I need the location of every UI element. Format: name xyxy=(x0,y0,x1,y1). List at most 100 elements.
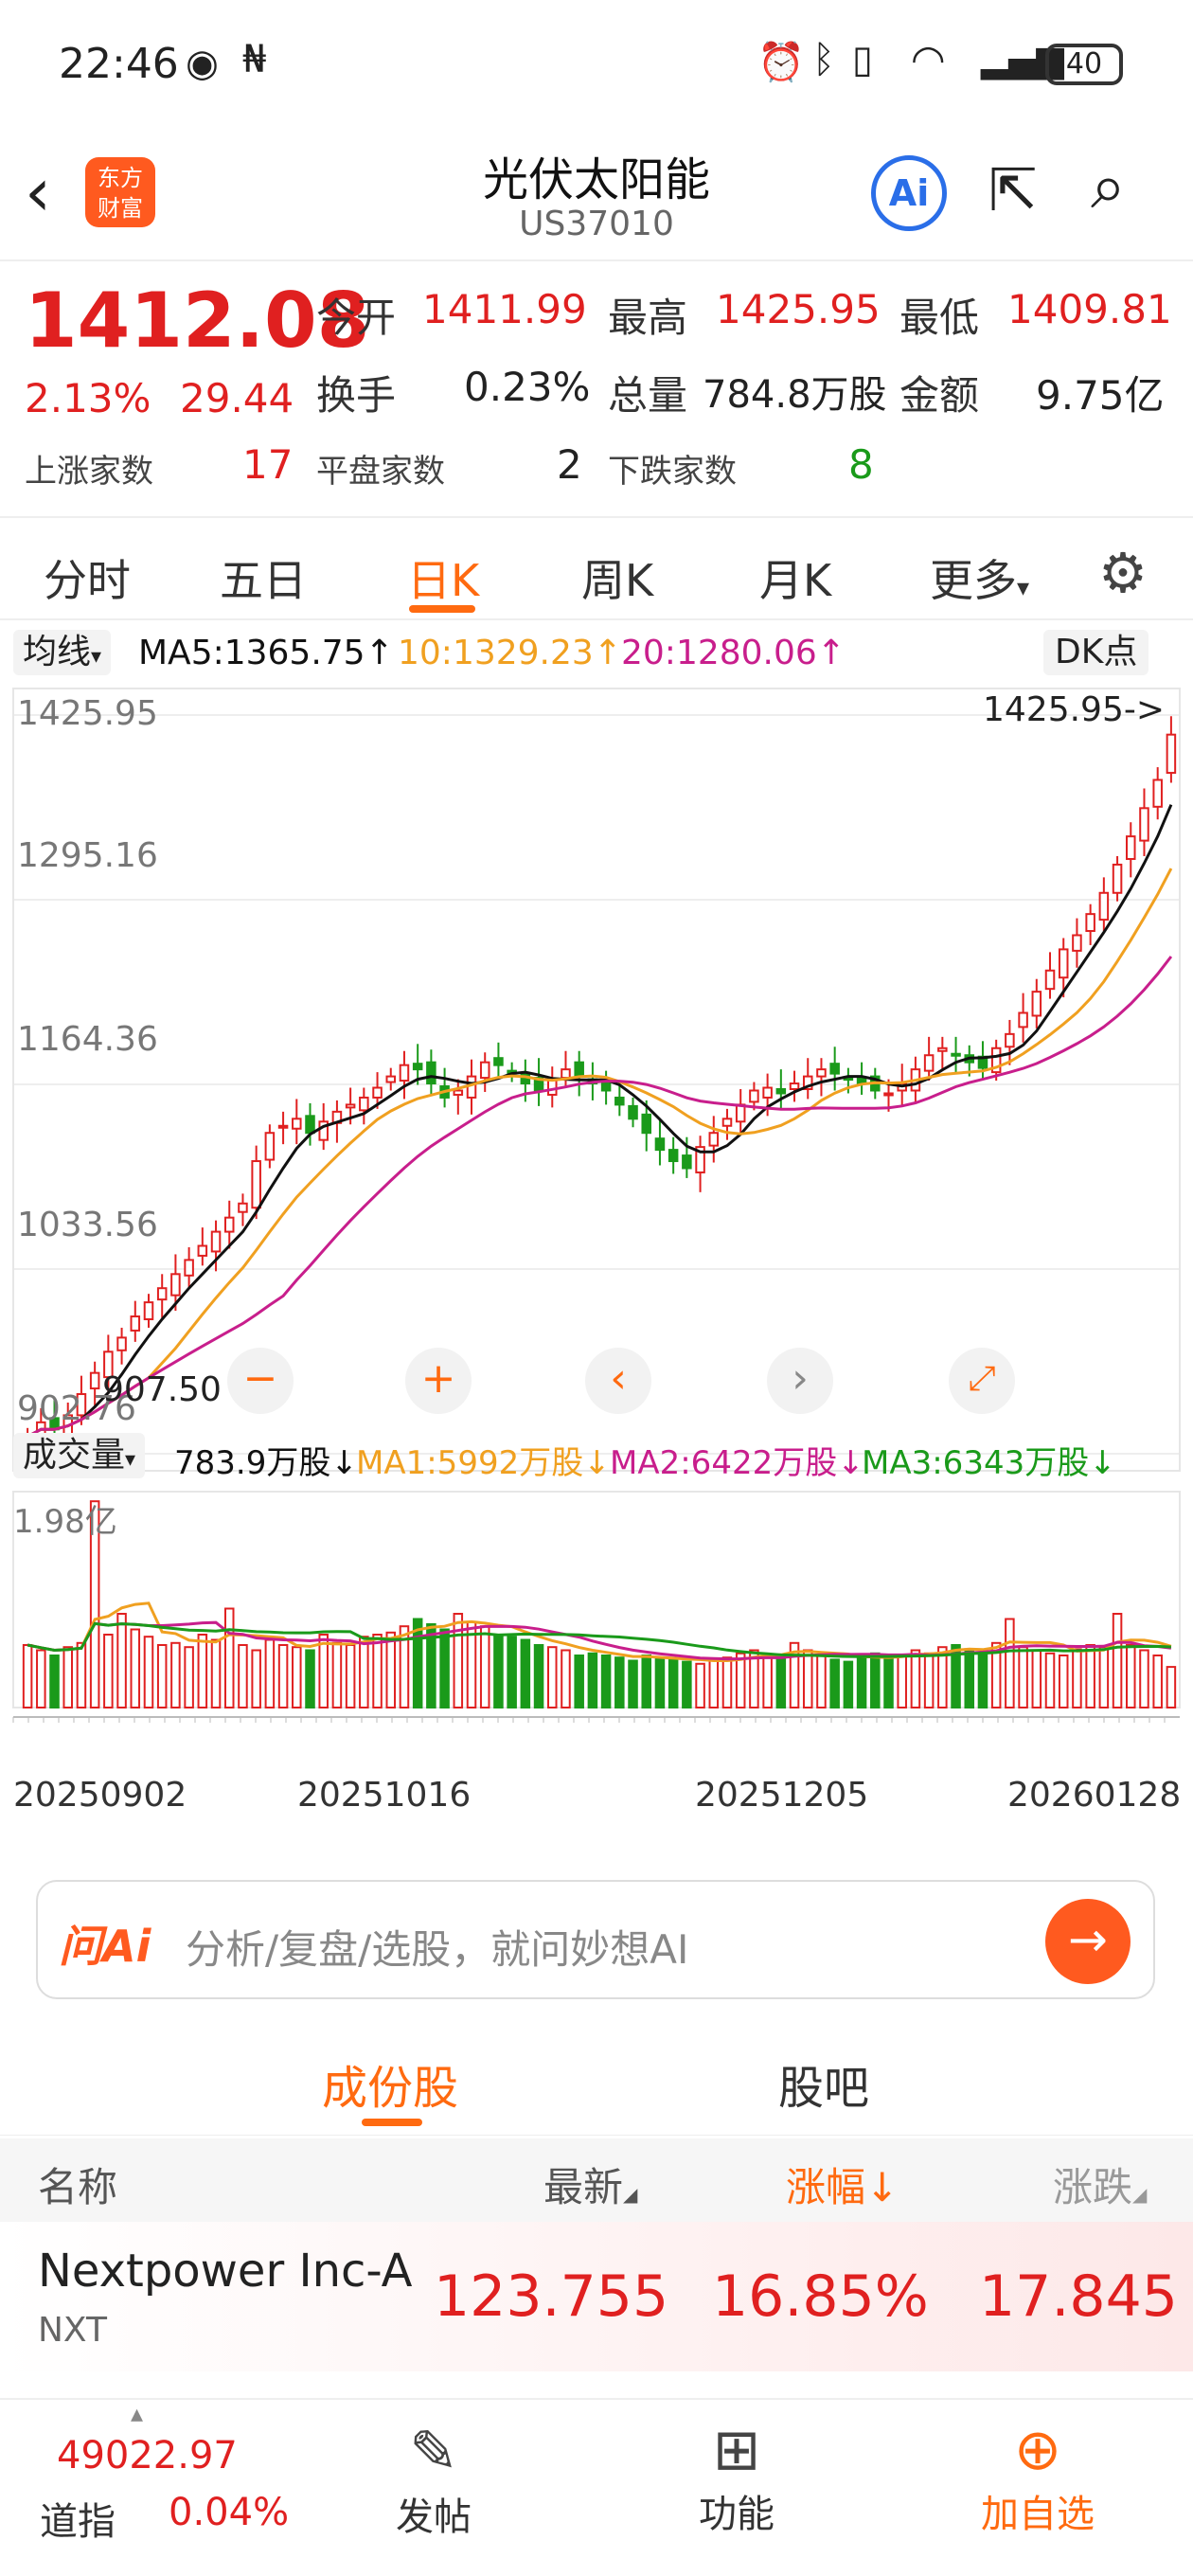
search-icon[interactable]: ⌕ xyxy=(1091,150,1126,223)
pan-right-button[interactable]: › xyxy=(767,1348,833,1414)
volume-bar xyxy=(843,1660,854,1709)
volume-bar xyxy=(682,1660,692,1709)
ask-ai-bar[interactable]: 问Ai 分析/复盘/选股，就问妙想AI → xyxy=(36,1880,1155,1999)
fullscreen-button[interactable]: ⤢ xyxy=(949,1348,1015,1414)
candle xyxy=(143,1301,154,1321)
quote-panel: 1412.08 2.13% 29.44 今开 1411.99 最高 1425.9… xyxy=(0,263,1193,510)
zoom-out-button[interactable]: − xyxy=(227,1348,294,1414)
tab-weekly-k[interactable]: 周K xyxy=(581,555,654,606)
volume-bar xyxy=(453,1613,464,1708)
candle xyxy=(628,1104,638,1120)
volume-bar xyxy=(62,1646,73,1708)
ask-ai-send-button[interactable]: → xyxy=(1045,1899,1131,1984)
zoom-in-button[interactable]: + xyxy=(405,1348,472,1414)
volume-bar xyxy=(749,1649,759,1708)
volume-bar xyxy=(654,1656,666,1708)
candle xyxy=(816,1068,827,1078)
candle xyxy=(1031,991,1042,1017)
volume-bar xyxy=(977,1652,988,1709)
candle xyxy=(385,1075,397,1083)
candle xyxy=(156,1287,168,1301)
share-icon[interactable]: ⇱ xyxy=(988,155,1038,224)
ma-selector-label: 均线 xyxy=(23,633,92,671)
candle xyxy=(1018,1011,1028,1029)
volume-bar xyxy=(223,1607,235,1708)
volume-bar xyxy=(735,1652,746,1709)
volume-bar xyxy=(359,1636,369,1708)
table-header: 名称 最新◢ 涨幅↓ 涨跌◢ xyxy=(0,2138,1193,2222)
candle xyxy=(210,1230,222,1253)
col-name[interactable]: 名称 xyxy=(38,2164,118,2210)
volume-bar xyxy=(277,1644,289,1708)
ma20-line xyxy=(27,956,1173,1439)
features-button[interactable]: ⊞ 功能 xyxy=(689,2417,784,2538)
tab-five-day[interactable]: 五日 xyxy=(220,555,307,606)
volume-bar xyxy=(762,1655,773,1708)
index-value[interactable]: 49022.97 xyxy=(57,2434,238,2478)
volume-bar xyxy=(385,1631,397,1708)
tab-forum[interactable]: 股吧 xyxy=(778,2062,870,2115)
col-latest[interactable]: 最新◢ xyxy=(543,2156,637,2213)
stock-change-pct: 16.85% xyxy=(712,2263,929,2330)
open-value: 1411.99 xyxy=(422,286,587,332)
ask-ai-logo: 问Ai xyxy=(59,1921,151,1972)
candle xyxy=(89,1371,100,1390)
volume-svg[interactable] xyxy=(0,1490,1193,1766)
volume-bar xyxy=(708,1659,720,1708)
post-button[interactable]: ✎ 发帖 xyxy=(386,2417,481,2541)
table-row[interactable]: Nextpower Inc-A NXT 123.755 16.85% 17.84… xyxy=(0,2222,1193,2371)
low-value: 1409.81 xyxy=(1007,286,1172,332)
candle xyxy=(749,1089,759,1103)
volume-selector[interactable]: 成交量▾ xyxy=(13,1433,146,1478)
tab-monthly-k[interactable]: 月K xyxy=(759,555,832,606)
ai-button[interactable]: Ai xyxy=(871,155,947,231)
volume-bar xyxy=(829,1658,840,1708)
candle xyxy=(184,1259,194,1277)
dk-points-label: DK点 xyxy=(1055,633,1138,671)
candle xyxy=(426,1061,436,1085)
volume-bar xyxy=(1072,1648,1082,1708)
volume-bar xyxy=(238,1644,248,1708)
volume-bar xyxy=(426,1623,436,1708)
candle xyxy=(923,1054,935,1072)
tab-daily-k[interactable]: 日K xyxy=(407,555,480,606)
tab-components[interactable]: 成份股 xyxy=(322,2062,459,2115)
candle xyxy=(345,1103,356,1109)
candle xyxy=(170,1273,181,1297)
candle xyxy=(1166,733,1177,775)
kline-svg[interactable] xyxy=(0,687,1193,1473)
col-change[interactable]: 涨跌◢ xyxy=(1053,2156,1147,2213)
volume-bar xyxy=(1152,1655,1163,1708)
candle xyxy=(641,1113,651,1135)
dk-points-button[interactable]: DK点 xyxy=(1043,630,1149,675)
flat-count-value: 2 xyxy=(557,441,582,488)
settings-icon[interactable]: ⚙ xyxy=(1098,541,1148,605)
ask-ai-placeholder: 分析/复盘/选股，就问妙想AI xyxy=(186,1926,689,1973)
volume-bar xyxy=(210,1638,222,1708)
col-change-pct[interactable]: 涨幅↓ xyxy=(786,2164,899,2210)
volume-bar xyxy=(507,1636,517,1708)
pan-left-button[interactable]: ‹ xyxy=(585,1348,651,1414)
back-icon[interactable]: ‹ xyxy=(25,153,51,231)
add-watchlist-button[interactable]: ⊕ 加自选 xyxy=(971,2417,1104,2538)
ai-icon: Ai xyxy=(888,172,930,214)
caret-up-icon[interactable]: ▴ xyxy=(131,2400,144,2428)
volume-bar xyxy=(1005,1618,1015,1708)
candle xyxy=(372,1086,383,1099)
change-percent: 2.13% xyxy=(25,375,151,421)
ma-selector[interactable]: 均线▾ xyxy=(13,630,112,675)
candle xyxy=(130,1315,141,1332)
volume-bar xyxy=(721,1656,733,1708)
volume-bar xyxy=(574,1655,584,1708)
candle xyxy=(695,1146,705,1173)
candle xyxy=(76,1393,87,1417)
tab-intraday[interactable]: 分时 xyxy=(44,555,131,606)
y-tick-2: 1295.16 xyxy=(17,836,158,875)
tab-more[interactable]: 更多▾ xyxy=(930,546,1029,609)
volume-ma1: MA1:5992万股↓ xyxy=(356,1444,611,1482)
grid-icon: ⊞ xyxy=(712,2417,761,2483)
candle xyxy=(264,1132,276,1161)
candle xyxy=(318,1120,329,1141)
y-tick-1: 1425.95 xyxy=(17,694,158,733)
stock-latest: 123.755 xyxy=(434,2263,669,2330)
